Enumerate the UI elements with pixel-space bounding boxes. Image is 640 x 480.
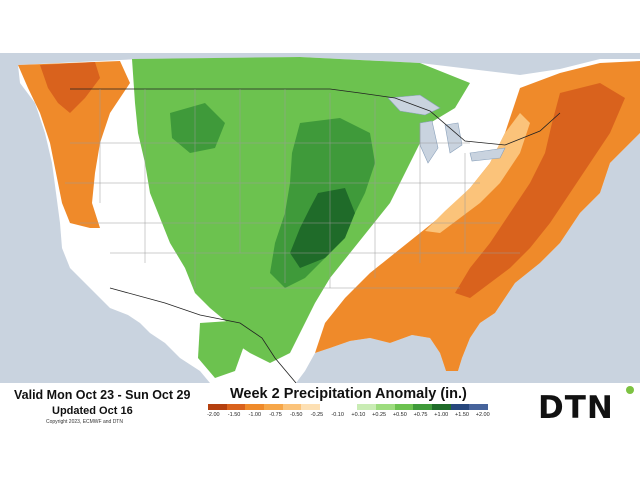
legend-tick: -0.75: [269, 412, 282, 418]
map-frame: Valid Mon Oct 23 - Sun Oct 29 Updated Oc…: [0, 53, 640, 427]
logo-dot-icon: [626, 386, 634, 394]
legend-swatch-5: [301, 404, 321, 410]
legend-tick: +0.25: [372, 412, 387, 418]
legend-color-bar: [208, 404, 489, 410]
legend-tick: +0.10: [351, 412, 366, 418]
great-lakes: [387, 94, 506, 164]
legend-swatch-0: [208, 404, 227, 410]
legend-tick: -0.25: [310, 412, 324, 418]
pacific-nw-dry-area: [18, 61, 130, 228]
legend-tick: +1.50: [455, 412, 469, 418]
northern-plains-wet-strong: [170, 103, 225, 153]
legend-tick: -1.50: [227, 412, 241, 418]
map-footer: Valid Mon Oct 23 - Sun Oct 29 Updated Oc…: [0, 383, 640, 427]
us-mexico-border: [109, 287, 297, 383]
central-wet-heavy: [290, 188, 355, 268]
map-title: Week 2 Precipitation Anomaly (in.): [230, 386, 467, 402]
legend-tick: +1.00: [434, 412, 449, 418]
legend-swatch-2: [245, 404, 265, 410]
legend-tick: +2.00: [475, 412, 490, 418]
updated-date-text: Updated Oct 16: [52, 405, 133, 417]
legend-swatch-14: [469, 404, 489, 410]
precipitation-anomaly-map: [0, 53, 640, 383]
legend-tick: -0.10: [331, 412, 344, 418]
legend-swatch-6: [320, 404, 339, 410]
legend-tick: -0.50: [289, 412, 303, 418]
us-canada-border: [70, 88, 561, 146]
legend-tick-labels: -2.00 -1.50 -1.00 -0.75 -0.50 -0.25 -0.1…: [203, 412, 493, 420]
map-graphic: [0, 53, 640, 383]
copyright-text: Copyright 2023, ECMWF and DTN: [46, 419, 123, 425]
legend-swatch-11: [413, 404, 433, 410]
legend-tick: +0.75: [413, 412, 428, 418]
legend-swatch-12: [432, 404, 451, 410]
eastern-dry-light: [425, 113, 530, 233]
legend-swatch-10: [394, 404, 414, 410]
legend-swatch-9: [376, 404, 395, 410]
legend-tick: -2.00: [207, 412, 220, 418]
legend-swatch-3: [264, 404, 283, 410]
legend-swatch-8: [357, 404, 377, 410]
texas-wet-area: [198, 321, 245, 378]
legend-tick: +0.50: [392, 412, 407, 418]
legend-swatch-1: [226, 404, 246, 410]
legend-swatch-4: [282, 404, 302, 410]
dtn-logo-text: DTN: [538, 390, 614, 426]
eastern-dry-core: [455, 83, 625, 298]
state-borders: [65, 89, 520, 289]
legend-tick: -1.00: [248, 412, 262, 418]
legend-swatch-7: [338, 404, 358, 410]
valid-period-text: Valid Mon Oct 23 - Sun Oct 29: [14, 388, 191, 402]
pacific-nw-dry-core: [40, 62, 100, 113]
legend-swatch-13: [450, 404, 470, 410]
